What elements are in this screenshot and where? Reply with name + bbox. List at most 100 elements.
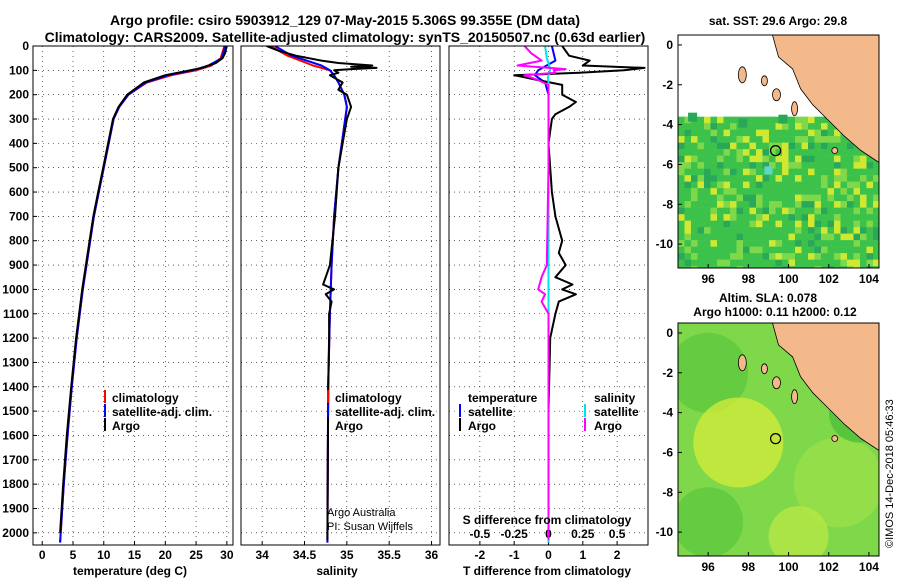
sst-cell <box>723 188 731 195</box>
land-island <box>761 363 768 375</box>
sst-cell <box>814 175 822 182</box>
sst-cell <box>704 188 711 195</box>
sst-cell <box>730 129 737 137</box>
sst-cell <box>717 136 724 143</box>
sst-cell <box>782 246 789 254</box>
sst-cell <box>827 136 835 143</box>
x-tick-label: 2 <box>614 548 621 562</box>
sst-cell <box>873 220 879 228</box>
sla-map-axes: 96 98 100 102 104 0 -2 -4 -6 -8 -10 <box>656 326 880 574</box>
sst-cell <box>782 233 789 241</box>
sst-cell <box>756 129 763 137</box>
sst-cell <box>743 188 750 195</box>
sst-cell <box>710 233 718 241</box>
land-sumatra <box>772 35 879 163</box>
sst-cell <box>717 129 724 137</box>
x-tick-label-s: 0.25 <box>571 527 595 541</box>
sst-cell <box>873 240 879 247</box>
sst-cell <box>814 142 822 150</box>
sst-cell <box>697 155 705 163</box>
sst-cell <box>723 240 731 247</box>
sst-cell <box>684 266 692 268</box>
sst-cell <box>743 149 750 156</box>
sst-cell <box>860 194 867 202</box>
sst-cell <box>814 162 822 169</box>
map-y-tick-label: 0 <box>666 38 673 52</box>
land-island <box>772 88 781 102</box>
sst-cell <box>723 233 731 241</box>
legend-label-sal-argo: Argo <box>594 419 622 433</box>
sst-cell <box>730 188 737 195</box>
salinity-grid <box>241 45 440 545</box>
sst-cell <box>710 123 718 130</box>
x-tick-label: 30 <box>220 548 234 562</box>
sst-cell <box>847 207 854 215</box>
sst-cell <box>814 246 822 254</box>
sst-cell <box>691 240 698 247</box>
sst-cell <box>808 220 815 228</box>
sst-cell <box>801 181 809 189</box>
sst-cell <box>873 266 879 268</box>
salinity-frame <box>240 45 441 546</box>
legend-swatch-climatology <box>104 390 106 403</box>
sst-cell <box>860 253 867 260</box>
sst-cell <box>847 188 854 195</box>
sla-map-land <box>737 323 879 451</box>
sst-cell <box>756 136 763 143</box>
sst-cell <box>756 201 763 208</box>
sst-cell <box>704 253 711 260</box>
map-y-tick-label: -8 <box>662 197 673 211</box>
sst-cell <box>691 246 698 254</box>
series-line-argo <box>59 46 228 533</box>
credit-line1: Argo Australia <box>327 507 396 519</box>
land-island <box>831 147 839 154</box>
sst-cell <box>704 201 711 208</box>
sst-cell <box>717 246 724 254</box>
sst-cell <box>697 142 705 150</box>
sst-cell <box>860 155 867 163</box>
sst-cell <box>866 227 874 234</box>
sst-cell <box>840 155 848 163</box>
sst-cell <box>723 220 731 228</box>
sst-cell <box>821 207 828 215</box>
sst-cell <box>678 207 685 215</box>
sst-cell <box>808 116 815 124</box>
sst-cell <box>762 240 770 247</box>
sst-cell <box>801 201 809 208</box>
land-island <box>761 75 768 87</box>
sst-cell <box>808 246 815 254</box>
sst-cell <box>678 266 685 268</box>
sst-cell <box>853 253 861 260</box>
sst-cell <box>775 214 783 221</box>
x-tick-label: 20 <box>159 548 173 562</box>
sst-cell <box>717 253 724 260</box>
sst-cell <box>769 220 776 228</box>
sst-cell <box>678 233 685 241</box>
sst-cell <box>795 201 802 208</box>
sst-cell <box>723 266 731 268</box>
sst-cell <box>736 149 744 156</box>
sst-cell <box>697 259 705 267</box>
sst-cell <box>873 168 879 176</box>
sst-cell <box>723 214 731 221</box>
series-line-temperature-argo <box>513 46 646 541</box>
sst-cell <box>684 116 692 124</box>
sst-cell <box>717 123 724 130</box>
difference-xlabel2: S difference from climatology <box>463 513 632 527</box>
sst-cell <box>801 207 809 215</box>
sst-cell <box>801 220 809 228</box>
sst-cell <box>688 112 698 122</box>
sst-cell <box>704 155 711 163</box>
sst-cell <box>853 155 861 163</box>
sst-cell <box>736 259 744 267</box>
map-y-tick-label: -6 <box>662 157 673 171</box>
sla-blob <box>693 397 784 488</box>
sla-map-title-line1: Altim. SLA: 0.078 <box>719 291 817 305</box>
x-tick-label: 34 <box>255 548 269 562</box>
sst-cell <box>749 233 757 241</box>
sst-cell <box>808 201 815 208</box>
sst-cell <box>730 240 737 247</box>
sst-cell <box>873 194 879 202</box>
sst-cell <box>866 155 874 163</box>
sst-cell <box>782 129 789 137</box>
